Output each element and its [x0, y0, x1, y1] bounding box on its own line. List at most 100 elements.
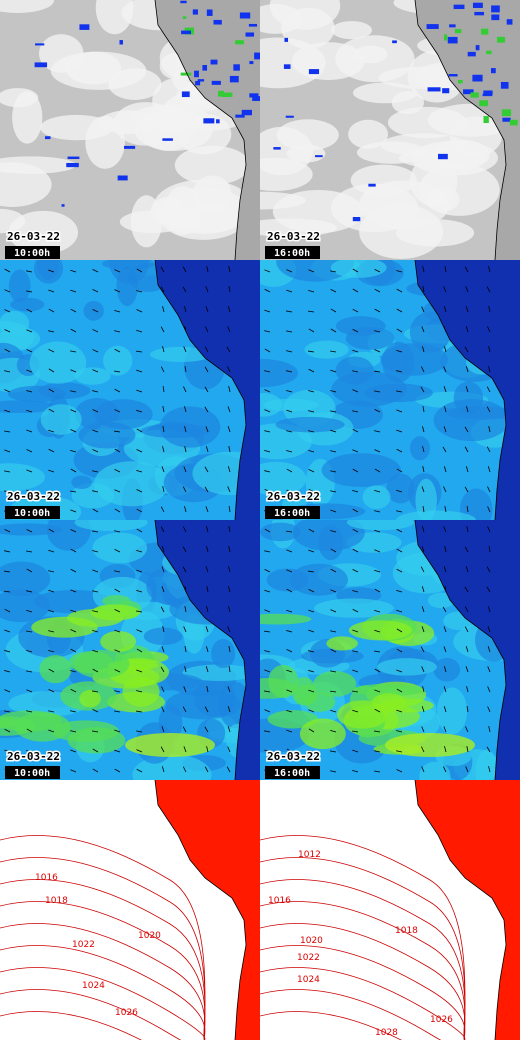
wind-arrow	[308, 549, 315, 553]
wind-arrow	[488, 546, 491, 553]
wind-arrow	[487, 686, 491, 693]
speed-patch	[289, 563, 348, 596]
wind-arrow	[162, 306, 165, 313]
wind-arrow	[352, 410, 359, 413]
wind-arrow	[286, 609, 293, 613]
wind-arrow	[374, 529, 381, 533]
cloud	[432, 139, 490, 170]
wind-arrow	[4, 749, 11, 753]
wind-arrow	[26, 550, 33, 553]
wind-arrow	[70, 648, 77, 653]
wind-arrow	[264, 550, 271, 553]
wind-arrow	[4, 629, 11, 633]
rain-cell	[392, 40, 397, 44]
wind-arrow	[464, 446, 469, 453]
wind-arrow	[136, 528, 143, 533]
wind-arrow	[308, 390, 315, 393]
wind-arrow	[374, 510, 381, 513]
wind-arrow	[136, 409, 143, 413]
wind-arrow	[443, 666, 447, 673]
wind-arrow	[374, 288, 381, 293]
rain-cell	[235, 114, 245, 118]
rain-cell	[449, 24, 456, 28]
wind-arrow	[162, 346, 165, 353]
wind-arrow	[206, 266, 209, 273]
rain-cell	[454, 29, 462, 34]
rain-cell	[284, 37, 289, 42]
wind-arrow	[352, 528, 359, 533]
wind-arrow	[396, 628, 403, 633]
wind-arrow	[160, 506, 165, 513]
wind-arrow	[464, 546, 469, 553]
wind-arrow	[422, 286, 425, 293]
wind-arrow	[70, 269, 77, 273]
pressure-panel: 1016 1018 1020 1022 1024 1026	[0, 780, 260, 1040]
wind-arrow	[70, 568, 77, 573]
speed-patch	[39, 655, 72, 684]
wind-arrow	[160, 266, 165, 273]
wind-arrow	[161, 706, 165, 713]
wind-arrow	[26, 329, 33, 333]
wind-arrow	[92, 530, 99, 533]
wind-arrow	[70, 328, 77, 333]
wind-arrow	[114, 370, 121, 373]
wind-arrow	[352, 709, 359, 713]
speed-patch	[29, 341, 87, 384]
wind-arrow	[264, 430, 271, 433]
wind-arrow	[330, 589, 337, 593]
speed-patch	[352, 683, 423, 697]
wind-arrow	[264, 650, 271, 653]
wind-arrow	[227, 706, 231, 713]
wind-arrow	[374, 549, 381, 553]
wind-arrow	[396, 688, 403, 693]
wind-arrow	[114, 269, 121, 273]
wind-arrow	[264, 568, 271, 573]
wind-arrow	[264, 409, 271, 413]
speed-patch	[92, 532, 148, 564]
wind-arrow	[228, 606, 231, 613]
speed-patch	[446, 406, 520, 420]
speed-patch	[73, 649, 130, 679]
speed-patch	[304, 692, 336, 712]
cloud	[174, 145, 250, 185]
rain-cell	[203, 118, 215, 124]
speed-patch	[71, 475, 93, 490]
wind-arrow	[264, 348, 271, 353]
wind-arrow	[182, 706, 187, 713]
speed-patch	[0, 523, 62, 536]
cloud	[356, 141, 427, 164]
wind-arrow	[396, 528, 403, 533]
rain-cell	[194, 70, 199, 78]
wind-arrow	[114, 430, 121, 433]
wind-arrow	[443, 306, 447, 313]
rain-cell	[180, 0, 187, 4]
wind-arrow	[226, 346, 231, 353]
wind-arrow	[264, 309, 271, 313]
land	[155, 520, 260, 780]
isobar-label: 1026	[430, 1015, 453, 1025]
wind-arrow	[264, 749, 271, 753]
rain-cell	[447, 36, 458, 44]
speed-patch	[79, 690, 101, 708]
speed-patch	[386, 473, 415, 504]
speed-patch	[268, 664, 299, 698]
wind-arrow	[183, 686, 187, 693]
rain-cell	[181, 30, 192, 35]
wind-arrow	[486, 566, 491, 573]
wind-arrow	[264, 269, 271, 273]
wind-arrow	[442, 606, 447, 613]
wind-arrow	[4, 329, 11, 333]
wind-arrow	[464, 626, 469, 633]
speed-patch	[409, 311, 452, 353]
wind-arrow	[227, 366, 231, 373]
wind-panel: 26-03-22 10:00h	[0, 520, 260, 780]
wind-arrow	[466, 526, 469, 533]
time-box	[265, 766, 320, 779]
wind-arrow	[136, 469, 143, 473]
wind-arrow	[286, 588, 293, 593]
wind-arrow	[466, 506, 469, 513]
wind-arrow	[487, 326, 491, 333]
wind-arrow	[421, 726, 425, 733]
isobar	[0, 967, 206, 1040]
wind-arrow	[286, 709, 293, 713]
